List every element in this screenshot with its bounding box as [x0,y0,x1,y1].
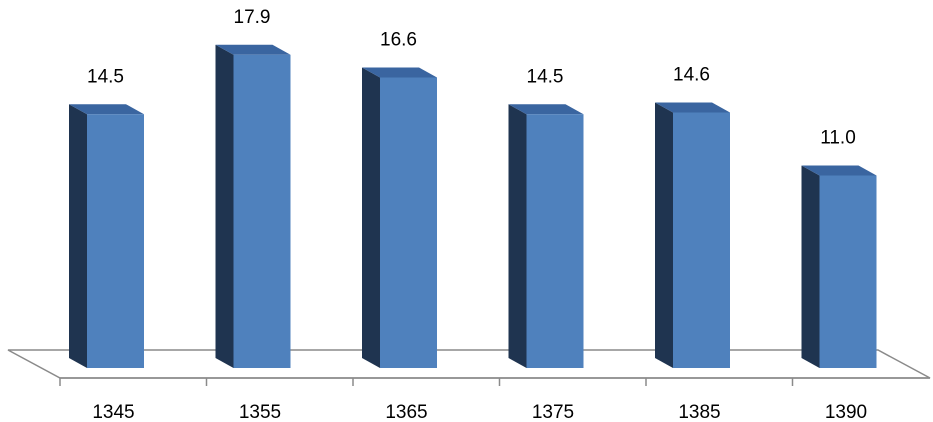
bar-side-1365 [362,67,380,368]
bar-top-1375 [508,104,584,115]
bar-top-1365 [362,67,437,78]
bar-top-1355 [215,44,291,55]
x-tick-label-1345: 1345 [92,402,134,422]
bar-1365 [380,77,437,368]
value-label-1345: 14.5 [87,66,124,87]
bar-side-1375 [508,104,527,368]
bar-side-1385 [655,102,673,368]
chart-floor [7,349,931,379]
value-label-1365: 16.6 [380,30,417,51]
bar-side-1390 [801,165,820,368]
value-label-1385: 14.6 [673,65,710,86]
x-tick-label-1390: 1390 [825,402,867,422]
x-tick-label-1385: 1385 [678,402,720,422]
x-tick-label-1375: 1375 [532,402,574,422]
x-tick-label-1365: 1365 [385,402,427,422]
bar-top-1345 [69,104,144,115]
bar-top-1390 [801,165,877,176]
value-label-1375: 14.5 [527,66,564,87]
bar-top-1385 [655,102,730,113]
bar-side-1345 [69,104,87,368]
bar-1375 [526,114,584,368]
bars-group [69,44,877,368]
bar-1385 [673,112,730,368]
tick-marks-group [59,378,794,386]
bar-1390 [819,175,877,368]
x-tick-label-1355: 1355 [239,402,281,422]
bar-1355 [233,54,291,368]
value-label-1355: 17.9 [234,7,271,28]
bar-side-1355 [215,44,234,368]
value-label-1390: 11.0 [820,128,856,149]
bar-1345 [87,114,144,368]
labels-group: 14.5 1345 17.9 1355 16.6 1365 14.5 1375 14.6 1385… [87,7,867,422]
